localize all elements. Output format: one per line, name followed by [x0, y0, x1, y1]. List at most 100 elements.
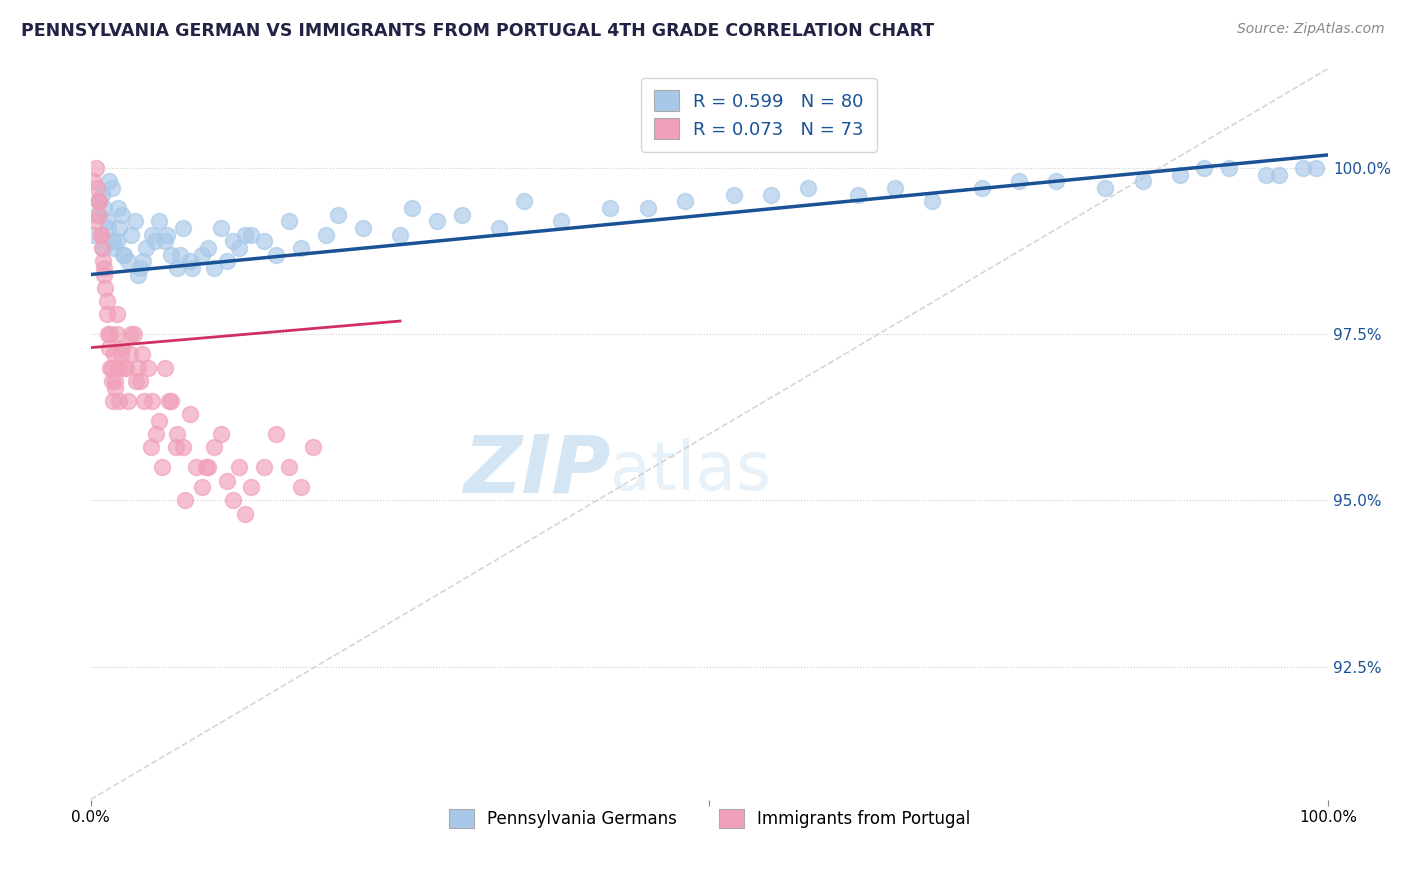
Point: [103, 347, 125, 361]
Point: [197, 460, 219, 475]
Point: [105, 327, 128, 342]
Point: [100, 360, 122, 375]
Point: [84, 214, 107, 228]
Point: [132, 393, 155, 408]
Point: [89, 227, 111, 242]
Point: [101, 393, 124, 408]
Point: [172, 440, 194, 454]
Point: [1267, 168, 1289, 182]
Point: [290, 241, 312, 255]
Point: [98, 341, 121, 355]
Point: [124, 214, 146, 228]
Point: [388, 227, 411, 242]
Point: [157, 393, 180, 408]
Point: [166, 427, 188, 442]
Point: [91, 254, 114, 268]
Point: [100, 374, 122, 388]
Point: [513, 194, 536, 209]
Point: [86, 181, 108, 195]
Point: [89, 208, 111, 222]
Point: [315, 227, 337, 242]
Point: [93, 268, 115, 282]
Point: [96, 307, 118, 321]
Point: [194, 460, 217, 475]
Text: ZIP: ZIP: [463, 432, 610, 509]
Point: [107, 201, 129, 215]
Point: [191, 247, 214, 261]
Point: [120, 227, 142, 242]
Point: [846, 187, 869, 202]
Point: [143, 235, 166, 249]
Point: [104, 374, 127, 388]
Point: [117, 393, 139, 408]
Point: [148, 414, 170, 428]
Point: [1194, 161, 1216, 176]
Point: [110, 208, 132, 222]
Point: [209, 221, 232, 235]
Point: [111, 247, 134, 261]
Point: [179, 407, 201, 421]
Point: [197, 241, 219, 255]
Point: [131, 254, 153, 268]
Point: [1132, 174, 1154, 188]
Point: [112, 360, 135, 375]
Point: [84, 161, 107, 176]
Point: [127, 360, 149, 375]
Point: [1256, 168, 1278, 182]
Point: [1218, 161, 1240, 176]
Point: [87, 194, 110, 209]
Point: [97, 327, 120, 342]
Point: [105, 235, 128, 249]
Point: [108, 393, 131, 408]
Text: Source: ZipAtlas.com: Source: ZipAtlas.com: [1237, 22, 1385, 37]
Point: [179, 254, 201, 268]
Point: [277, 460, 299, 475]
Point: [97, 221, 120, 235]
Point: [488, 221, 510, 235]
Point: [153, 235, 176, 249]
Point: [401, 201, 423, 215]
Point: [148, 214, 170, 228]
Point: [202, 440, 225, 454]
Point: [131, 347, 153, 361]
Point: [637, 201, 659, 215]
Point: [253, 460, 276, 475]
Point: [222, 493, 245, 508]
Point: [108, 221, 131, 235]
Point: [290, 480, 312, 494]
Point: [550, 214, 572, 228]
Point: [723, 187, 745, 202]
Point: [91, 241, 114, 255]
Point: [169, 247, 191, 261]
Point: [160, 247, 183, 261]
Point: [215, 254, 238, 268]
Point: [1045, 174, 1067, 188]
Point: [1094, 181, 1116, 195]
Point: [87, 194, 110, 209]
Point: [94, 281, 117, 295]
Point: [173, 493, 195, 508]
Point: [181, 260, 204, 275]
Point: [112, 247, 135, 261]
Point: [970, 181, 993, 195]
Point: [233, 227, 256, 242]
Point: [1305, 161, 1327, 176]
Point: [120, 347, 142, 361]
Point: [82, 174, 104, 188]
Point: [184, 460, 207, 475]
Point: [797, 181, 820, 195]
Point: [89, 194, 111, 209]
Point: [90, 241, 112, 255]
Point: [673, 194, 696, 209]
Point: [101, 360, 124, 375]
Point: [215, 474, 238, 488]
Point: [209, 427, 232, 442]
Point: [302, 440, 325, 454]
Point: [129, 374, 152, 388]
Point: [165, 440, 187, 454]
Point: [135, 241, 157, 255]
Point: [264, 247, 287, 261]
Point: [352, 221, 374, 235]
Point: [228, 241, 250, 255]
Point: [100, 181, 122, 195]
